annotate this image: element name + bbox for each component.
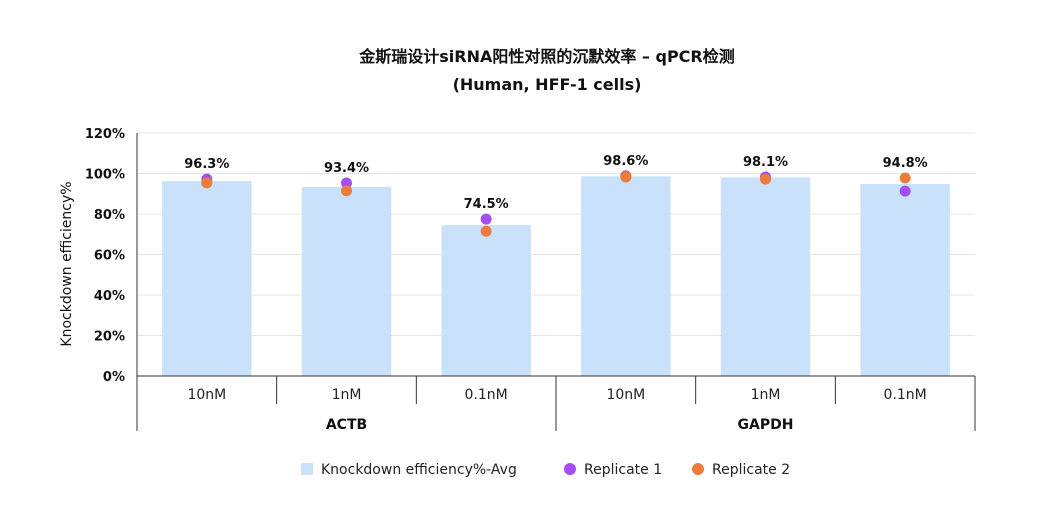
legend-label: Knockdown efficiency%-Avg — [321, 462, 517, 478]
replicate-point — [201, 177, 213, 189]
x-category-label: 10nM — [606, 387, 645, 403]
replicate-point — [341, 185, 352, 197]
data-label: 98.1% — [743, 155, 788, 170]
data-label: 98.6% — [603, 154, 648, 169]
x-group-label: ACTB — [326, 417, 367, 433]
replicate-point — [480, 213, 492, 225]
legend-swatch-point — [564, 463, 576, 475]
y-tick-label: 0% — [103, 370, 125, 385]
x-group-label: GAPDH — [738, 417, 794, 433]
y-tick-label: 80% — [94, 208, 125, 223]
x-category-label: 0.1nM — [465, 387, 508, 403]
bar — [441, 225, 531, 376]
legend-label: Replicate 2 — [712, 462, 790, 478]
y-tick-label: 100% — [85, 168, 125, 183]
replicate-point — [341, 177, 352, 189]
bar — [720, 177, 811, 376]
x-category-label: 1nM — [751, 387, 781, 403]
bar — [162, 180, 252, 376]
replicate-point — [899, 185, 911, 197]
legend-swatch-bar — [301, 463, 313, 475]
data-label: 93.4% — [324, 161, 369, 176]
data-label: 74.5% — [464, 197, 509, 212]
legend: Knockdown efficiency%-Avg Replicate 1 Repl… — [301, 462, 790, 478]
bar — [860, 184, 950, 376]
replicate-point — [620, 171, 632, 183]
x-category-label: 1nM — [332, 387, 362, 403]
bar — [301, 186, 392, 376]
y-tick-label: 120% — [85, 127, 125, 142]
y-tick-label: 20% — [94, 330, 125, 345]
gridlines — [137, 132, 975, 336]
bar — [581, 176, 671, 376]
replicate-point — [480, 225, 492, 237]
data-label: 96.3% — [184, 157, 229, 172]
data-label: 94.8% — [883, 156, 928, 171]
chart-title: 金斯瑞设计siRNA阳性对照的沉默效率 – qPCR检测 — [358, 47, 735, 66]
y-axis-label: Knockdown efficiency% — [59, 181, 75, 346]
x-category-label: 0.1nM — [884, 387, 927, 403]
replicate-points — [201, 170, 911, 237]
y-tick-label: 40% — [94, 289, 125, 304]
legend-swatch-point — [692, 463, 704, 475]
axes — [136, 133, 976, 431]
replicate-point — [899, 172, 911, 184]
replicate-point — [760, 173, 771, 185]
x-category-label: 10nM — [187, 387, 226, 403]
bars — [162, 176, 950, 376]
legend-label: Replicate 1 — [584, 462, 662, 478]
x-category-labels: 10nM 1nM 0.1nM 10nM 1nM 0.1nM ACTB GAPDH — [187, 387, 926, 433]
y-tick-label: 60% — [94, 249, 125, 264]
data-labels: 96.3% 93.4% 74.5% 98.6% 98.1% 94.8% — [184, 154, 927, 212]
y-tick-labels: 0% 20% 40% 60% 80% 100% 120% — [85, 127, 125, 385]
chart-subtitle: (Human, HFF-1 cells) — [453, 75, 642, 94]
